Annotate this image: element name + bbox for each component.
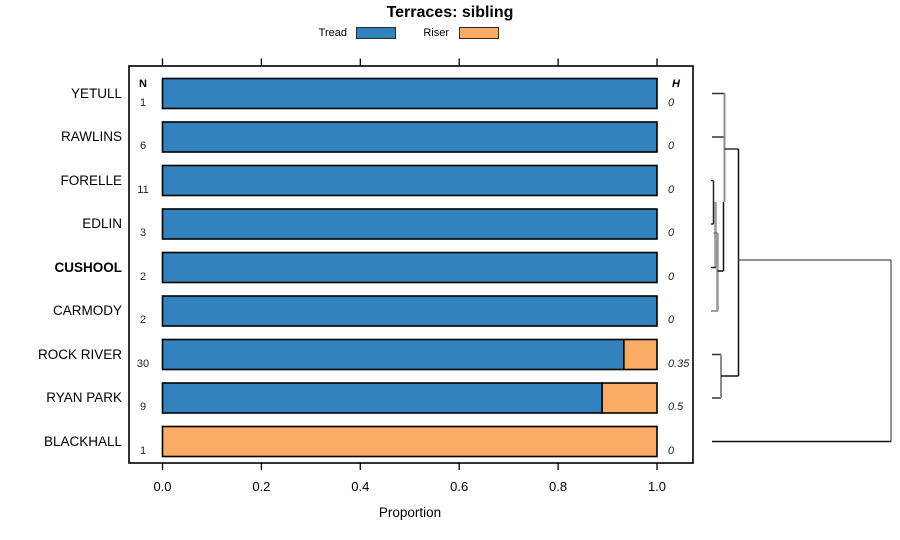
- x-tick-label: 0.6: [450, 479, 469, 494]
- x-tick-label: 0.4: [351, 479, 370, 494]
- n-value: 1: [139, 444, 147, 457]
- category-label: EDLIN: [82, 216, 122, 231]
- n-value: 6: [139, 140, 147, 152]
- category-label: ROCK RIVER: [37, 346, 122, 362]
- category-label: RAWLINS: [60, 129, 122, 144]
- h-column-header: H: [672, 78, 680, 90]
- n-column-header: N: [139, 78, 147, 90]
- x-tick-label: 0.0: [153, 479, 172, 494]
- bar-segment-riser: [601, 382, 658, 414]
- bar-segment-riser: [161, 425, 658, 458]
- category-label: CUSHOOL: [54, 259, 123, 275]
- h-value: 0.5: [668, 401, 684, 413]
- bar-segment-tread: [161, 295, 658, 327]
- bar-segment-tread: [161, 208, 658, 240]
- h-value: 0: [668, 96, 675, 109]
- category-label: BLACKHALL: [43, 433, 122, 449]
- n-value: 11: [137, 183, 149, 196]
- h-value: 0.35: [668, 357, 690, 370]
- n-value: 1: [139, 96, 147, 109]
- x-tick-label: 1.0: [647, 479, 667, 494]
- n-value: 2: [139, 270, 147, 283]
- bar-segment-tread: [161, 77, 658, 110]
- n-value: 9: [139, 401, 147, 413]
- h-value: 0: [668, 140, 675, 152]
- bar-segment-tread: [161, 382, 603, 414]
- category-label: CARMODY: [52, 303, 122, 318]
- legend-label-riser: Riser: [423, 27, 449, 39]
- n-value: 2: [139, 314, 147, 326]
- h-value: 0: [668, 270, 675, 283]
- h-value: 0: [668, 183, 675, 196]
- category-label: YETULL: [70, 85, 122, 101]
- n-value: 30: [136, 357, 150, 370]
- chart-title: Terraces: sibling: [386, 4, 514, 21]
- bar-segment-tread: [161, 164, 658, 197]
- h-value: 0: [668, 444, 675, 457]
- category-label: FORELLE: [60, 172, 122, 188]
- bar-segment-riser: [623, 338, 658, 371]
- x-tick-label: 0.2: [252, 479, 271, 494]
- bar-segment-tread: [161, 251, 658, 284]
- x-tick-label: 0.8: [549, 479, 568, 494]
- plot-frame: [128, 65, 694, 464]
- legend-swatch-riser: [459, 27, 499, 39]
- x-axis-title: Proportion: [378, 505, 442, 520]
- category-label: RYAN PARK: [46, 390, 122, 405]
- h-value: 0: [668, 227, 675, 239]
- h-value: 0: [668, 314, 675, 326]
- bar-segment-tread: [161, 121, 658, 153]
- n-value: 3: [139, 227, 147, 239]
- legend-label-tread: Tread: [318, 27, 347, 39]
- bar-segment-tread: [161, 338, 625, 371]
- legend-swatch-tread: [356, 27, 396, 39]
